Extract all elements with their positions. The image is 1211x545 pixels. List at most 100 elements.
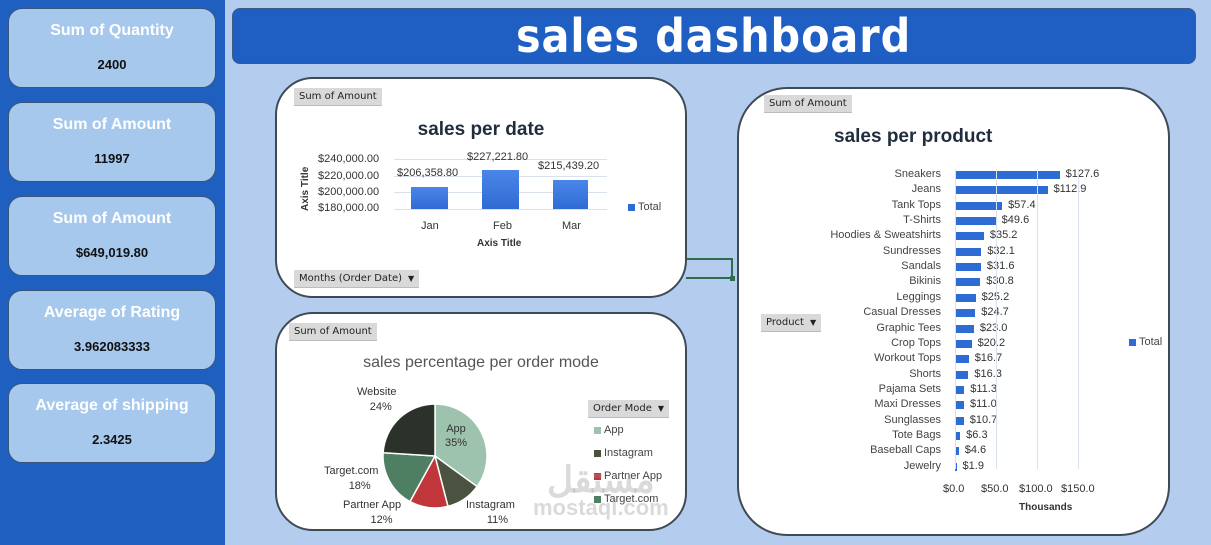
product-bar[interactable] [955,171,1060,179]
pie-chart[interactable] [381,402,489,510]
product-bar[interactable] [955,247,982,256]
x-tick: Feb [493,220,512,232]
value-field-label: Sum of Amount [769,98,847,109]
kpi-value: $649,019.80 [75,245,149,260]
legend-swatch [1129,338,1136,346]
kpi-value: 11997 [94,151,130,166]
gridline [1078,169,1079,469]
legend-swatch [594,426,601,434]
category-label: Hoodies & Sweatshirts [830,229,941,242]
category-label: Crop Tops [891,336,941,349]
data-label: $215,439.20 [538,160,600,172]
product-bar[interactable] [955,186,1048,195]
product-bar[interactable] [955,339,972,348]
slice-label-app: App 35% [445,423,468,449]
dashboard-header: sales dashboard [232,8,1196,64]
product-bar[interactable] [955,416,964,425]
product-bar[interactable] [955,324,974,333]
legend-item-app[interactable]: App [594,424,624,436]
chart-panel-sales-per-product[interactable]: Sum of Amount sales per product Sneakers… [737,87,1170,536]
y-tick: $220,000.00 [318,170,380,182]
category-label: Leggings [896,290,941,303]
product-bar[interactable] [955,278,981,287]
category-label: Casual Dresses [863,306,941,319]
value-field-button[interactable]: Sum of Amount [294,88,382,106]
slice-label-instagram: Instagram 11% [466,499,515,526]
bar-feb[interactable] [482,170,519,209]
kpi-card-average-rating[interactable]: Average of Rating 3.962083333 [8,290,216,370]
order-mode-filter-dropdown[interactable]: Order Mode ▼ [588,400,669,418]
y-tick: $200,000.00 [318,186,380,198]
kpi-title: Average of Rating [43,304,181,321]
data-label: $20.2 [977,336,1006,349]
product-bar[interactable] [955,232,984,241]
x-tick: Jan [421,220,439,232]
category-label: Tank Tops [891,198,941,211]
category-label: Graphic Tees [876,321,941,334]
data-label: $24.7 [981,306,1009,318]
legend-item-partner-app[interactable]: Partner App [594,470,662,482]
gridline [1037,169,1038,469]
kpi-card-sum-amount-count[interactable]: Sum of Amount 11997 [8,102,216,182]
data-label: $35.2 [989,229,1018,242]
category-label: Maxi Dresses [874,398,941,411]
product-bar[interactable] [955,355,969,364]
selection-connector[interactable] [686,258,733,279]
product-bar[interactable] [955,447,959,456]
bar-mar[interactable] [553,180,588,209]
kpi-title: Sum of Amount [52,116,172,133]
legend-swatch [594,472,601,480]
product-bar[interactable] [955,401,965,410]
value-field-button[interactable]: Sum of Amount [764,95,852,113]
gridline [955,169,956,469]
gridline [394,159,607,160]
axis-field-label: Months (Order Date) [299,273,403,284]
category-label: Shorts [909,367,941,380]
product-bar[interactable] [955,293,976,302]
category-label: Sundresses [882,244,941,257]
product-bar[interactable] [955,217,996,226]
data-label: $16.3 [974,367,1002,380]
data-label: $23.0 [979,321,1008,334]
kpi-card-sum-quantity[interactable]: Sum of Quantity 2400 [8,8,216,88]
product-field-dropdown[interactable]: Product ▼ [761,314,822,332]
category-label: Sneakers [894,168,941,180]
y-tick: $180,000.00 [318,202,380,214]
product-bar[interactable] [955,263,981,272]
data-label: $227,221.80 [467,151,529,163]
legend-label: Total [638,201,662,213]
x-tick: $0.0 [943,483,965,495]
row-field-label: Product [766,317,804,328]
product-bar[interactable] [955,309,976,318]
dropdown-arrow-icon: ▼ [408,274,415,283]
x-axis-title: Thousands [1019,502,1073,513]
pie-slice-target [382,451,437,503]
kpi-card-average-shipping[interactable]: Average of shipping 2.3425 [8,383,216,463]
legend-item-target[interactable]: Target.com [594,493,658,505]
selection-handle[interactable] [730,276,735,281]
product-bar[interactable] [955,370,969,379]
value-field-label: Sum of Amount [294,326,372,337]
kpi-card-sum-amount-total[interactable]: Sum of Amount $649,019.80 [8,196,216,276]
legend-label: Instagram [604,447,653,459]
product-bar[interactable] [955,385,965,394]
gridline [394,209,607,210]
product-bar[interactable] [955,201,1003,210]
filter-field-label: Order Mode [593,403,652,414]
chart-panel-order-mode[interactable]: Sum of Amount sales percentage per order… [275,312,687,531]
legend-label: App [604,424,624,436]
axis-field-dropdown[interactable]: Months (Order Date) ▼ [294,270,420,288]
data-label: $30.8 [986,275,1014,288]
value-field-button[interactable]: Sum of Amount [289,323,377,341]
data-label: $1.9 [962,459,984,472]
category-label: Jewelry [903,459,941,472]
legend-item-instagram[interactable]: Instagram [594,447,653,459]
product-bar[interactable] [955,431,961,440]
bar-jan[interactable] [411,187,448,209]
category-label: Tote Bags [892,428,941,441]
legend-item-total[interactable]: Total [1129,336,1162,348]
data-label: $112.9 [1053,183,1087,196]
chart-panel-sales-per-date[interactable]: Sum of Amount sales per date Axis Title … [275,77,687,298]
legend-item-total[interactable]: Total [628,201,661,213]
data-label: $11.3 [970,382,997,395]
